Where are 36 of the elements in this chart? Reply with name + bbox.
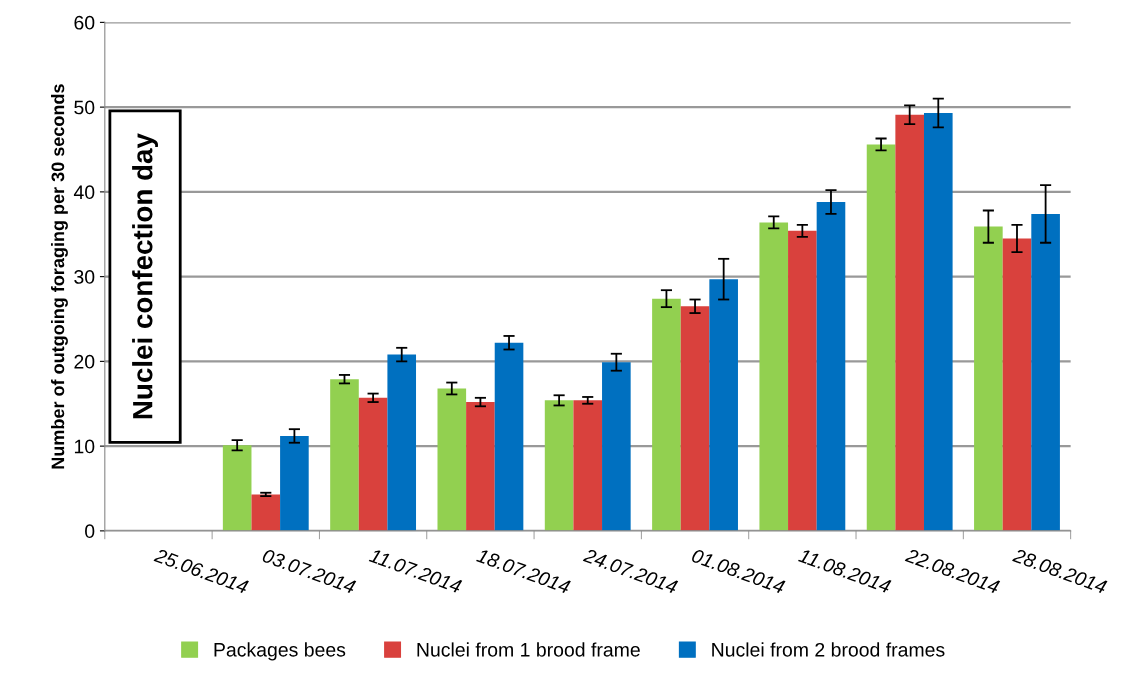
bar [895, 114, 924, 531]
y-tick-label: 30 [74, 270, 95, 284]
bar [1002, 238, 1032, 531]
y-tick-label: 0 [85, 524, 95, 539]
bar [1031, 213, 1060, 531]
bar [466, 402, 495, 531]
bar [652, 298, 681, 531]
bar [680, 306, 710, 531]
y-tick-label: 20 [74, 354, 95, 369]
bar [330, 379, 359, 531]
legend-label: Nuclei from 1 brood frame [417, 642, 640, 657]
y-tick-label: 40 [73, 185, 95, 200]
y-tick-label: 10 [74, 439, 95, 454]
annotation: Nuclei confection day [132, 133, 158, 419]
bar [280, 435, 309, 531]
bar [816, 202, 846, 531]
bar [759, 222, 789, 531]
y-tick-label: 50 [74, 100, 95, 115]
bar [494, 342, 524, 531]
bar [222, 445, 252, 531]
bar [251, 494, 281, 531]
legend-label: Packages bees [214, 642, 346, 661]
bar [602, 362, 631, 531]
bar [573, 400, 603, 531]
bar [866, 144, 896, 531]
y-axis-title: Number of outgoing foraging per 30 seconds [51, 84, 68, 469]
bar [544, 400, 574, 531]
bar [358, 397, 388, 531]
bar [387, 354, 417, 531]
y-tick-label: 60 [74, 15, 95, 30]
bar [974, 226, 1003, 531]
bar [437, 388, 467, 531]
bar [923, 113, 953, 531]
bar [788, 230, 817, 531]
legend-label: Nuclei from 2 brood frames [712, 642, 945, 657]
bar [709, 279, 738, 531]
